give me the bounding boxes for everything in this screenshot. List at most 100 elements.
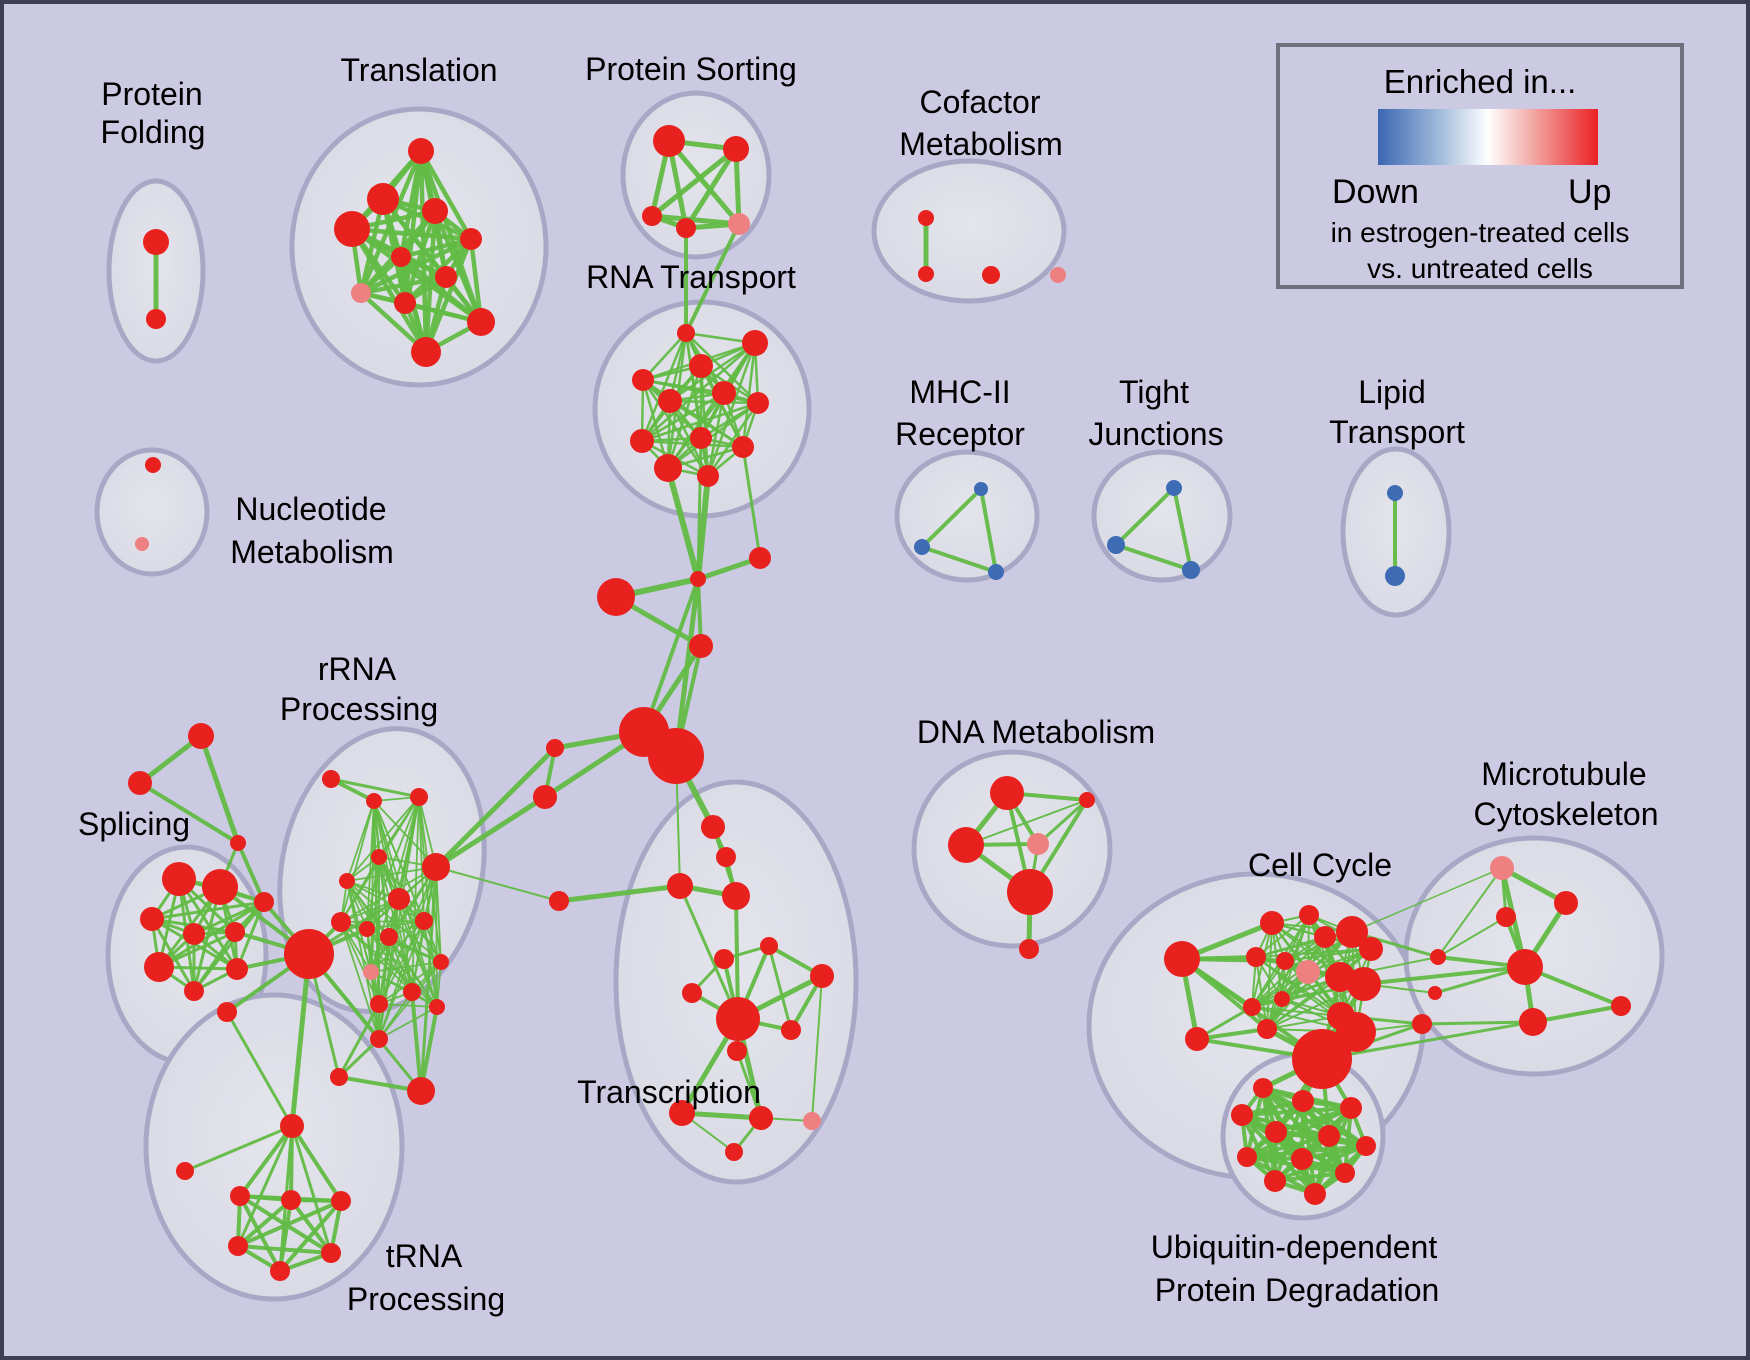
gene-set-node (749, 547, 771, 569)
gene-set-node (642, 206, 662, 226)
overlap-edge (307, 952, 423, 1093)
overlap-edge (666, 401, 760, 470)
overlap-edge (696, 436, 703, 581)
gene-set-node (918, 210, 934, 226)
overlap-edge (238, 1194, 282, 1273)
overlap-edge (683, 146, 739, 231)
overlap-edge (388, 936, 413, 993)
overlap-edge (920, 545, 998, 574)
gene-set-node (322, 770, 340, 788)
overlap-edge (678, 884, 740, 1021)
gene-set-node (1387, 485, 1403, 501)
overlap-edge (183, 1124, 294, 1173)
gene-set-node (176, 1162, 194, 1180)
gene-set-node (254, 892, 274, 912)
overlap-edge (340, 920, 425, 923)
gene-set-node (1314, 926, 1336, 948)
overlap-edge (1172, 486, 1193, 572)
overlap-edge (358, 274, 449, 296)
legend-down-label: Down (1332, 173, 1419, 211)
gene-set-node (1292, 1029, 1352, 1089)
gene-set-node (689, 354, 713, 378)
overlap-edge (1240, 1106, 1353, 1117)
overlap-edge (340, 800, 375, 923)
gene-set-node (742, 330, 768, 356)
legend-gradient-bar (1378, 109, 1598, 165)
gene-set-node (331, 912, 351, 932)
overlap-edge (329, 777, 421, 799)
overlap-edge (1266, 983, 1365, 1030)
gene-set-node (380, 928, 398, 946)
gene-set-node (321, 1243, 341, 1263)
gene-set-node (331, 1191, 351, 1211)
gene-set-node (367, 183, 399, 215)
overlap-edge (1255, 948, 1372, 958)
cluster-label-rna-transport: RNA Transport (586, 259, 796, 295)
overlap-edge (346, 796, 420, 882)
gene-set-node (1296, 960, 1320, 984)
legend-caption-line2: vs. untreated cells (1367, 253, 1593, 284)
overlap-edge (290, 1124, 343, 1203)
gene-set-node (460, 228, 482, 250)
overlap-edge (1420, 1020, 1535, 1026)
gene-set-node (202, 869, 238, 905)
gene-set-node (230, 1186, 250, 1206)
overlap-edge (346, 880, 425, 922)
gene-set-node (690, 571, 706, 587)
gene-set-node (654, 454, 682, 482)
cluster-label-lipid-transport: Transport (1329, 414, 1465, 450)
gene-set-node (1166, 480, 1182, 496)
overlap-edge (1351, 867, 1503, 933)
overlap-edge (435, 866, 438, 1008)
gene-set-node (140, 907, 164, 931)
overlap-edge (679, 1110, 764, 1121)
overlap-edge (668, 399, 760, 405)
cluster-label-cell-cycle: Cell Cycle (1248, 847, 1392, 883)
gene-set-node (410, 788, 428, 806)
overlap-edge (340, 921, 438, 1008)
gene-set-node (722, 882, 750, 910)
cluster-label-protein-sorting: Protein Sorting (585, 51, 797, 87)
gene-set-node (727, 1041, 747, 1061)
overlap-edge (340, 921, 380, 1040)
gene-set-node (749, 1106, 773, 1130)
overlap-edge (398, 236, 474, 260)
gene-set-node (533, 785, 557, 809)
overlap-edge (640, 401, 760, 443)
cluster-label-rrna-processing: Processing (280, 691, 438, 727)
overlap-edge (641, 378, 760, 405)
gene-set-node (1356, 1136, 1376, 1156)
cluster-label-mhc-ii-receptor: Receptor (895, 416, 1025, 452)
gene-set-node (1253, 1078, 1273, 1098)
gene-set-node (1246, 947, 1266, 967)
gene-set-node (407, 1077, 435, 1105)
cluster-label-protein-folding: Folding (101, 114, 206, 150)
overlap-edge (236, 1124, 294, 1248)
overlap-edge (236, 1198, 293, 1248)
overlap-edge (665, 465, 701, 582)
overlap-edge (1114, 543, 1193, 572)
gene-set-node (1264, 1170, 1286, 1192)
gene-set-node (712, 381, 736, 405)
cluster-label-mhc-ii-receptor: MHC-II (909, 374, 1010, 410)
gene-set-node (990, 776, 1024, 810)
gene-set-node (1265, 1121, 1287, 1143)
gene-set-node (982, 266, 1000, 284)
gene-set-node (667, 873, 693, 899)
overlap-edge (236, 1244, 333, 1255)
gene-set-node (632, 369, 654, 391)
overlap-edge (741, 445, 762, 560)
gene-set-node (334, 211, 370, 247)
overlap-edge (920, 487, 983, 549)
overlap-edge (666, 138, 742, 227)
overlap-edge (378, 936, 390, 1040)
overlap-edge (370, 800, 375, 973)
gene-set-node (914, 539, 930, 555)
gene-set-node (128, 771, 152, 795)
gene-set-node (1519, 1008, 1547, 1036)
legend-box: Enriched in... Down Up in estrogen-treat… (1276, 43, 1684, 289)
gene-set-node (433, 954, 449, 970)
overlap-edge (388, 936, 442, 963)
gene-set-node (918, 266, 934, 282)
